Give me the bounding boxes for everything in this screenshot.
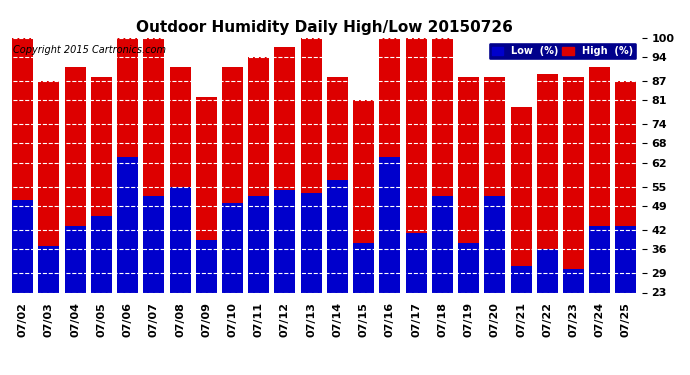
Bar — [301, 193, 322, 292]
Bar — [144, 196, 164, 292]
Bar — [380, 157, 400, 292]
Bar — [248, 196, 269, 292]
Bar — [170, 186, 190, 292]
Bar — [275, 190, 295, 292]
Bar — [353, 243, 374, 292]
Bar — [589, 67, 610, 292]
Bar — [406, 233, 426, 292]
Bar — [589, 226, 610, 292]
Bar — [39, 81, 59, 292]
Bar — [12, 200, 33, 292]
Bar — [196, 240, 217, 292]
Bar — [222, 67, 243, 292]
Bar — [563, 269, 584, 292]
Bar — [353, 100, 374, 292]
Bar — [458, 77, 479, 292]
Bar — [248, 57, 269, 292]
Bar — [406, 38, 426, 292]
Bar — [91, 77, 112, 292]
Bar — [91, 216, 112, 292]
Bar — [432, 38, 453, 292]
Title: Outdoor Humidity Daily High/Low 20150726: Outdoor Humidity Daily High/Low 20150726 — [136, 20, 513, 35]
Bar — [12, 38, 33, 292]
Bar — [563, 77, 584, 292]
Bar — [222, 203, 243, 292]
Bar — [458, 243, 479, 292]
Bar — [615, 81, 636, 292]
Legend: Low  (%), High  (%): Low (%), High (%) — [488, 42, 637, 60]
Bar — [327, 77, 348, 292]
Bar — [196, 97, 217, 292]
Bar — [484, 196, 505, 292]
Bar — [117, 157, 138, 292]
Bar — [511, 266, 531, 292]
Bar — [327, 180, 348, 292]
Bar — [65, 226, 86, 292]
Bar — [484, 77, 505, 292]
Bar — [537, 74, 558, 292]
Bar — [615, 226, 636, 292]
Bar — [432, 196, 453, 292]
Bar — [144, 38, 164, 292]
Bar — [301, 38, 322, 292]
Bar — [380, 38, 400, 292]
Bar — [170, 67, 190, 292]
Bar — [117, 38, 138, 292]
Bar — [275, 47, 295, 292]
Text: Copyright 2015 Cartronics.com: Copyright 2015 Cartronics.com — [13, 45, 166, 55]
Bar — [39, 246, 59, 292]
Bar — [65, 67, 86, 292]
Bar — [537, 249, 558, 292]
Bar — [511, 107, 531, 292]
